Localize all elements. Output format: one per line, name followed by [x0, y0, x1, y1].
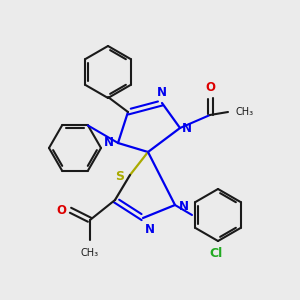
Text: N: N — [145, 223, 155, 236]
Text: N: N — [182, 122, 192, 134]
Text: CH₃: CH₃ — [81, 248, 99, 258]
Text: N: N — [179, 200, 189, 214]
Text: N: N — [157, 86, 167, 99]
Text: O: O — [56, 203, 66, 217]
Text: CH₃: CH₃ — [236, 107, 254, 117]
Text: O: O — [205, 81, 215, 94]
Text: S: S — [115, 170, 124, 184]
Text: N: N — [104, 136, 114, 149]
Text: Cl: Cl — [209, 247, 223, 260]
